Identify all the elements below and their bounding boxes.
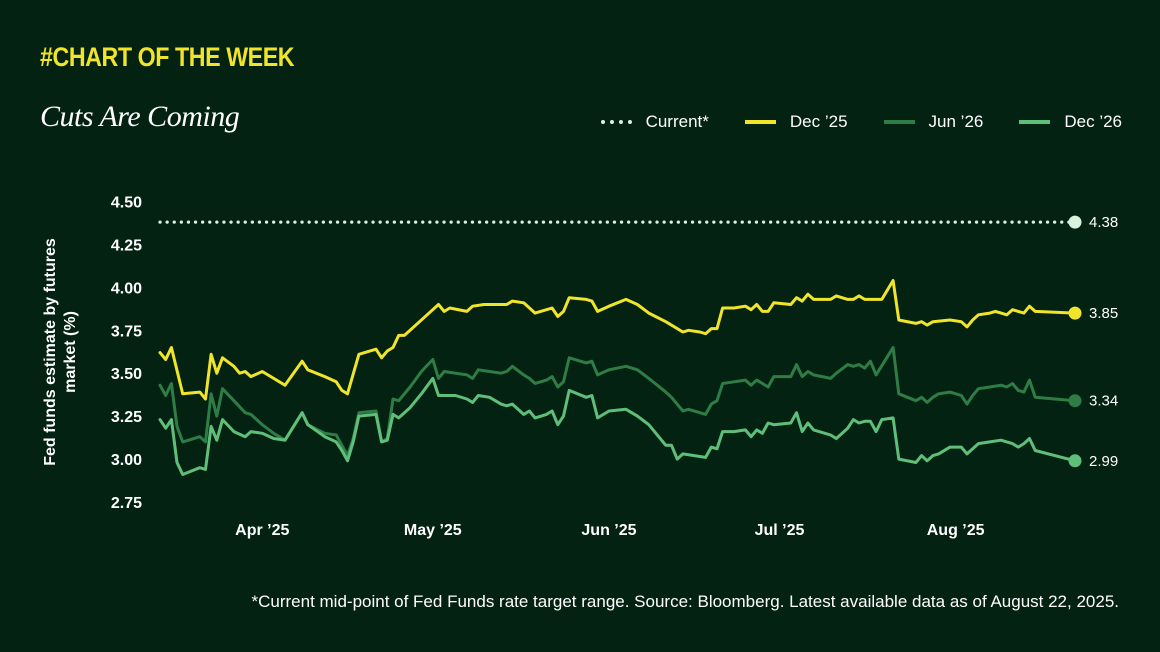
series-layer [158,220,1077,476]
series-line-jun26 [158,346,1077,458]
endpoint-label-dec26: 2.99 [1089,453,1118,470]
x-tick-label: Apr ’25 [235,522,289,539]
x-tick-label: Jun ’25 [581,522,636,539]
y-axis-title-line-1: Fed funds estimate by futures [42,238,59,466]
endpoint-label-dec25: 3.85 [1089,305,1118,322]
series-line-dec25 [158,279,1077,401]
x-tick-label: Aug ’25 [927,522,985,539]
y-tick-label: 3.75 [111,323,142,340]
legend-item-dec25: Dec ’25 [744,112,848,132]
y-tick-label: 4.50 [111,195,142,212]
x-axis-ticks: Apr ’25 May ’25 Jun ’25 Jul ’25 Aug ’25 [235,522,984,539]
legend-label-jun26: Jun ’26 [928,112,984,131]
y-tick-label: 4.25 [111,237,142,254]
y-tick-label: 2.75 [111,495,142,512]
legend-swatch-dec25 [744,120,776,124]
endpoint-layer: 4.38 3.85 3.34 2.99 [1068,214,1118,470]
y-axis-title-line-2: market (%) [62,311,79,393]
legend-swatch-current [600,120,632,124]
endpoint-label-jun26: 3.34 [1089,393,1118,410]
legend-label-current: Current* [645,112,709,131]
endpoint-label-current: 4.38 [1089,214,1118,231]
y-axis-title: Fed funds estimate by futures market (%) [42,238,79,466]
y-tick-label: 3.00 [111,452,142,469]
source-footnote: *Current mid-point of Fed Funds rate tar… [251,592,1119,611]
legend-swatch-dec26 [1019,120,1051,124]
x-tick-label: May ’25 [404,522,462,539]
y-tick-label: 3.50 [111,366,142,383]
endpoint-marker-jun26 [1068,394,1082,408]
legend-label-dec26: Dec ’26 [1064,112,1122,131]
endpoint-marker-dec25 [1068,306,1082,320]
y-tick-label: 4.00 [111,280,142,297]
series-line-dec26 [158,376,1077,476]
y-axis-ticks: 4.50 4.25 4.00 3.75 3.50 3.25 3.00 2.75 [111,195,142,513]
legend-item-dec26: Dec ’26 [1019,112,1122,132]
endpoint-marker-current [1068,215,1082,229]
legend-label-dec25: Dec ’25 [789,112,848,131]
chart-title: Cuts Are Coming [40,100,240,133]
chart-legend: Current* Dec ’25 Jun ’26 Dec ’26 [600,112,1122,132]
kicker-label: #CHART OF THE WEEK [40,42,295,72]
endpoint-marker-dec26 [1068,454,1082,468]
x-tick-label: Jul ’25 [755,522,805,539]
y-tick-label: 3.25 [111,409,142,426]
legend-item-jun26: Jun ’26 [883,112,984,132]
legend-swatch-jun26 [883,120,915,124]
legend-item-current: Current* [600,112,709,132]
